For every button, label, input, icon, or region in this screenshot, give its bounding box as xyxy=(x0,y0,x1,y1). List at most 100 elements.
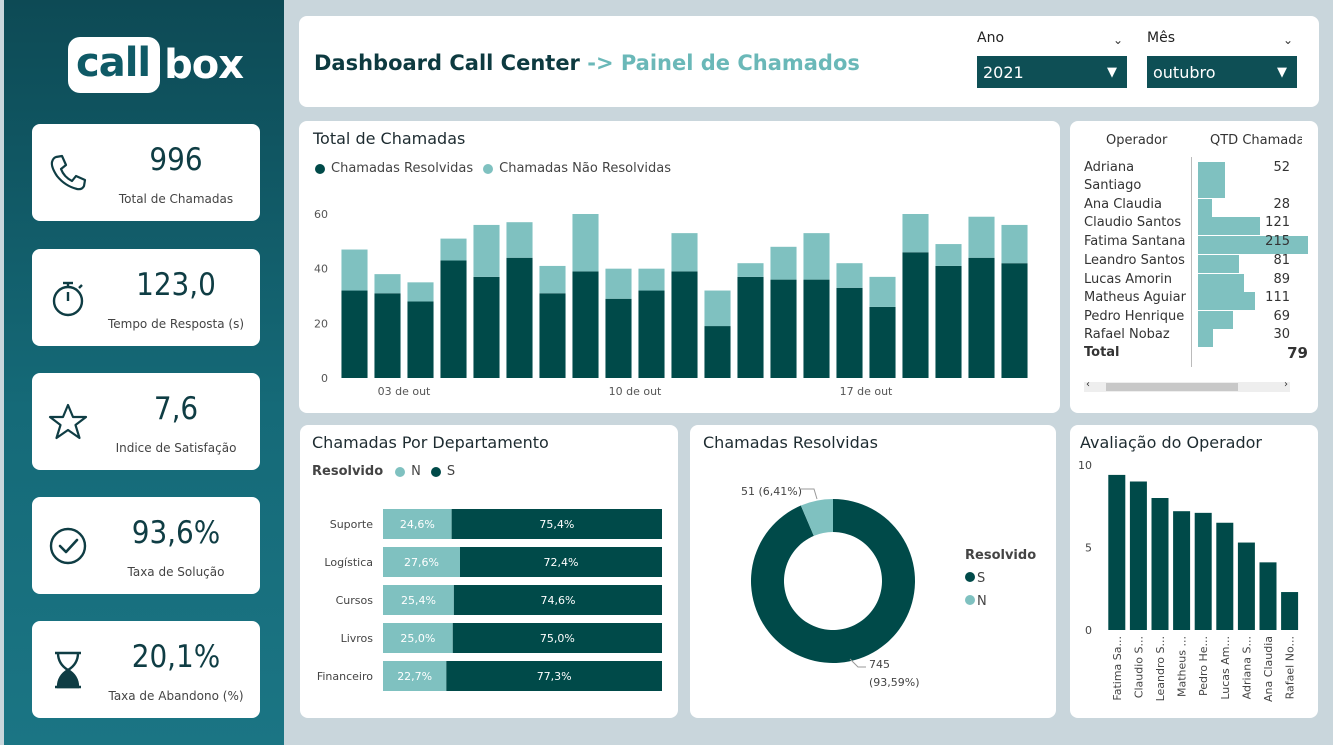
legend-item-n[interactable]: N xyxy=(965,594,987,609)
kpi-value: 123,0 xyxy=(136,267,216,303)
kpi-card-taxa-solucao: 93,6% Taxa de Solução xyxy=(32,497,260,594)
chevron-down-icon: ▼ xyxy=(1277,64,1287,80)
operator-name: Santiago xyxy=(1084,178,1142,193)
category-label: Suporte xyxy=(330,518,374,531)
y-tick-label: 60 xyxy=(314,208,328,221)
legend-label-s[interactable]: S xyxy=(446,464,456,479)
data-label-n: 51 (6,41%) xyxy=(741,485,802,498)
bar-nao-resolvidas xyxy=(869,276,896,307)
table-row[interactable]: Matheus Aguiar 111 xyxy=(1084,290,1304,310)
bar-nao-resolvidas xyxy=(836,263,863,288)
quantity-value: 69 xyxy=(1273,309,1290,324)
x-tick-label: Rafael No... xyxy=(1284,636,1297,699)
bar-segment-n xyxy=(383,585,454,615)
chart-title: Total de Chamadas xyxy=(313,129,466,148)
quantity-value: 121 xyxy=(1265,215,1290,230)
legend-title: Resolvido xyxy=(965,548,1037,563)
data-label-s-pct: (93,59%) xyxy=(869,676,920,689)
quantity-bar xyxy=(1198,329,1214,347)
legend-dot-resolvidas xyxy=(315,163,325,174)
table-row[interactable]: Rafael Nobaz 30 xyxy=(1084,327,1304,347)
table-row[interactable]: Pedro Henrique 69 xyxy=(1084,309,1304,329)
bar-nao-resolvidas xyxy=(473,224,500,277)
table-row[interactable]: Lucas Amorin 89 xyxy=(1084,272,1304,292)
kpi-label: Total de Chamadas xyxy=(118,192,234,206)
kpi-card-total-chamadas: 996 Total de Chamadas xyxy=(32,124,260,221)
horizontal-scrollbar[interactable]: ‹ › xyxy=(1084,379,1290,392)
table-row[interactable]: Adriana Santiago 52 xyxy=(1084,160,1304,198)
x-tick-label: Adriana S... xyxy=(1240,636,1253,699)
bar-resolvidas xyxy=(341,290,368,378)
callbox-logo: call box xyxy=(68,37,244,93)
data-label-s: 72,4% xyxy=(544,556,579,569)
sidebar: call box 996 Total de Chamadas 123,0 Tem… xyxy=(4,0,284,745)
data-label-s: 75,0% xyxy=(540,632,575,645)
page-title: Dashboard Call Center -> Painel de Chama… xyxy=(314,51,860,75)
x-tick-label: 10 de out xyxy=(609,385,662,398)
scroll-right-icon[interactable]: › xyxy=(1284,379,1288,390)
scrollbar-thumb[interactable] xyxy=(1106,383,1238,391)
data-label-s: 745 xyxy=(869,658,890,671)
slicer-mes[interactable]: Mês ⌄ outubro ▼ xyxy=(1147,30,1297,88)
bar-resolvidas xyxy=(671,271,698,378)
slicer-ano-label: Ano xyxy=(977,30,1005,46)
chevron-down-icon[interactable]: ⌄ xyxy=(1282,33,1293,47)
legend-label-resolvidas[interactable]: Chamadas Resolvidas xyxy=(331,161,474,176)
slicer-ano-value: 2021 xyxy=(983,62,1024,82)
x-tick-label: Matheus ... xyxy=(1176,636,1189,697)
bar-rating xyxy=(1194,512,1212,630)
table-row[interactable]: Claudio Santos 121 xyxy=(1084,215,1304,235)
table-header-operador[interactable]: Operador xyxy=(1106,133,1168,148)
bar-segment-n xyxy=(383,547,461,577)
stopwatch-icon xyxy=(52,281,84,317)
legend-label-n[interactable]: N xyxy=(411,464,421,479)
operator-name: Claudio Santos xyxy=(1084,215,1182,230)
table-total-value: 79 xyxy=(1287,344,1308,362)
legend-item-s[interactable]: S xyxy=(965,571,985,586)
table-row[interactable]: Ana Claudia 28 xyxy=(1084,197,1304,217)
bar-resolvidas xyxy=(638,290,665,378)
chart-title: Chamadas Resolvidas xyxy=(703,433,878,452)
quantity-bar xyxy=(1198,255,1240,273)
legend-label-nao-resolvidas[interactable]: Chamadas Não Resolvidas xyxy=(499,161,672,176)
bar-resolvidas xyxy=(968,257,995,378)
quantity-value: 111 xyxy=(1265,290,1290,305)
avaliacao-chart: 0 5 10 Fatima Sa... Claudio S... Leandro S...… xyxy=(1078,459,1299,702)
data-label-n: 25,4% xyxy=(401,594,436,607)
kpi-value: 996 xyxy=(149,142,203,178)
table-row[interactable]: Fatima Santana 215 xyxy=(1084,234,1308,254)
quantity-value: 52 xyxy=(1273,160,1290,175)
slicer-mes-label: Mês xyxy=(1147,30,1175,46)
quantity-bar xyxy=(1198,274,1244,292)
bar-nao-resolvidas xyxy=(407,282,434,302)
bar-segment-s xyxy=(453,585,662,615)
slicer-ano[interactable]: Ano ⌄ 2021 ▼ xyxy=(977,30,1127,88)
page-title-main: Dashboard Call Center xyxy=(314,51,580,75)
slicer-mes-dropdown[interactable]: outubro ▼ xyxy=(1147,56,1297,88)
donut-legend: Resolvido S N xyxy=(965,548,1036,609)
operator-name: Adriana xyxy=(1084,160,1135,175)
quantity-bar xyxy=(1198,217,1260,235)
bar-resolvidas xyxy=(935,265,962,378)
bar-resolvidas xyxy=(770,279,797,378)
check-circle-icon xyxy=(49,527,87,565)
scroll-left-icon[interactable]: ‹ xyxy=(1086,379,1090,390)
quantity-value: 30 xyxy=(1273,327,1290,342)
slicer-ano-dropdown[interactable]: 2021 ▼ xyxy=(977,56,1127,88)
chevron-down-icon[interactable]: ⌄ xyxy=(1112,33,1123,47)
departamento-card: Chamadas Por Departamento Resolvido N S … xyxy=(300,425,678,718)
category-label: Logística xyxy=(324,556,373,569)
table-header-qtd[interactable]: QTD Chamadas xyxy=(1210,133,1302,148)
total-chamadas-card: Total de Chamadas Chamadas Resolvidas Ch… xyxy=(299,121,1060,413)
bar-rating xyxy=(1151,498,1169,630)
chart-title: Chamadas Por Departamento xyxy=(312,433,549,452)
table-row[interactable]: Leandro Santos 81 xyxy=(1084,253,1304,273)
bar-segment-n xyxy=(383,509,452,539)
x-tick-label: Ana Claudia xyxy=(1262,636,1275,702)
bar-nao-resolvidas xyxy=(704,290,731,327)
hourglass-icon xyxy=(55,651,81,689)
table-total-row: Total 79 xyxy=(1084,344,1308,363)
bar-nao-resolvidas xyxy=(737,263,764,277)
bar-resolvidas xyxy=(473,276,500,378)
kpi-label: Taxa de Abandono (%) xyxy=(108,689,244,703)
